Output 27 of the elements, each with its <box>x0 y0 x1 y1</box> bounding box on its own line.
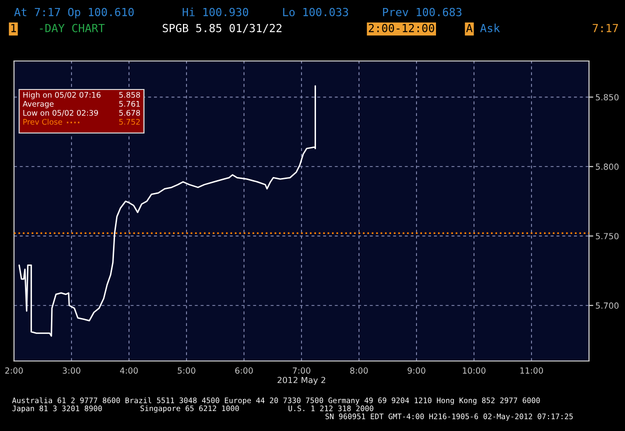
text: A <box>466 24 472 32</box>
x-tick-label: 10:00 <box>462 367 486 374</box>
text: Prev 100.683 <box>383 8 462 16</box>
x-tick-label: 9:00 <box>408 367 426 374</box>
x-tick-label: 4:00 <box>120 367 138 374</box>
x-tick-label: 7:00 <box>292 367 310 374</box>
text: Ask <box>480 24 500 32</box>
y-tick-label: 5.700 <box>596 302 619 309</box>
x-tick-label: 6:00 <box>235 367 253 374</box>
y-tick-label: 5.850 <box>596 94 619 100</box>
line-series <box>18 85 316 337</box>
x-tick-label: 2:00 <box>5 367 23 374</box>
x-axis-title: 2012 May 2 <box>278 376 326 385</box>
text: At 7:17 Op 100.610 <box>14 8 134 18</box>
text: SPGB 5.85 01/31/22 <box>162 24 282 34</box>
x-tick-label: 5:00 <box>178 367 196 374</box>
text: 1 <box>11 24 16 32</box>
x-tick-label: 8:00 <box>350 367 368 374</box>
text: Hi 100.930 <box>182 8 248 16</box>
x-tick-label: 11:00 <box>520 367 543 374</box>
y-tick-label: 5.750 <box>596 232 619 240</box>
text: -DAY CHART <box>40 24 105 32</box>
text: Lo 100.033 <box>283 8 348 16</box>
text: 2:00-12:00 <box>368 24 434 32</box>
y-tick-label: 5.800 <box>596 164 619 170</box>
x-tick-label: 3:00 <box>62 367 80 374</box>
text: 7:17 <box>592 24 618 32</box>
